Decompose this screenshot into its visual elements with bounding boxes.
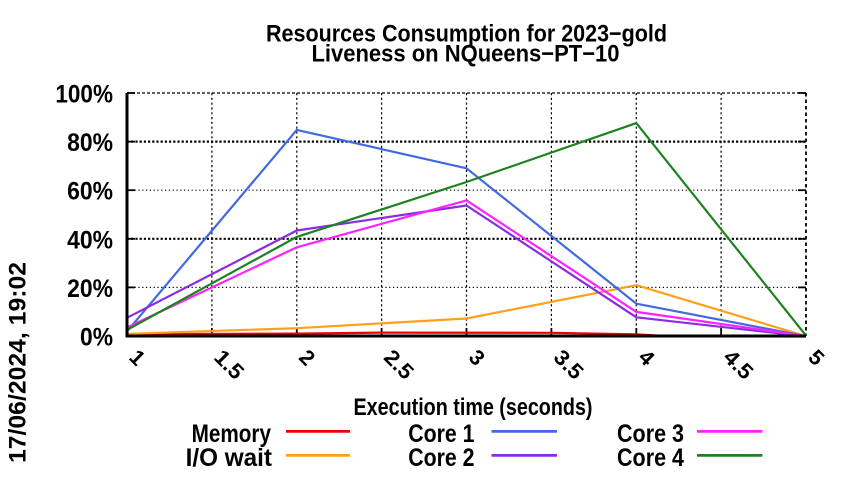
- svg-text:Core 3: Core 3: [617, 420, 684, 448]
- svg-text:40%: 40%: [67, 226, 113, 254]
- svg-text:0%: 0%: [80, 324, 113, 352]
- svg-text:Core 4: Core 4: [617, 444, 684, 472]
- svg-text:Liveness on NQueens−PT−10: Liveness on NQueens−PT−10: [312, 40, 620, 67]
- svg-text:80%: 80%: [67, 129, 113, 157]
- svg-text:Resources Consumption for 2023: Resources Consumption for 2023−gold: [266, 20, 667, 47]
- svg-text:Core 2: Core 2: [408, 444, 474, 472]
- svg-text:17/06/2024, 19:02: 17/06/2024, 19:02: [5, 262, 32, 463]
- svg-text:20%: 20%: [67, 275, 113, 303]
- svg-text:I/O wait: I/O wait: [186, 444, 273, 472]
- svg-text:Core 1: Core 1: [408, 420, 474, 448]
- svg-text:Memory: Memory: [192, 420, 271, 448]
- svg-text:100%: 100%: [55, 81, 113, 109]
- svg-text:Execution time (seconds): Execution time (seconds): [354, 394, 593, 421]
- svg-text:60%: 60%: [67, 178, 113, 206]
